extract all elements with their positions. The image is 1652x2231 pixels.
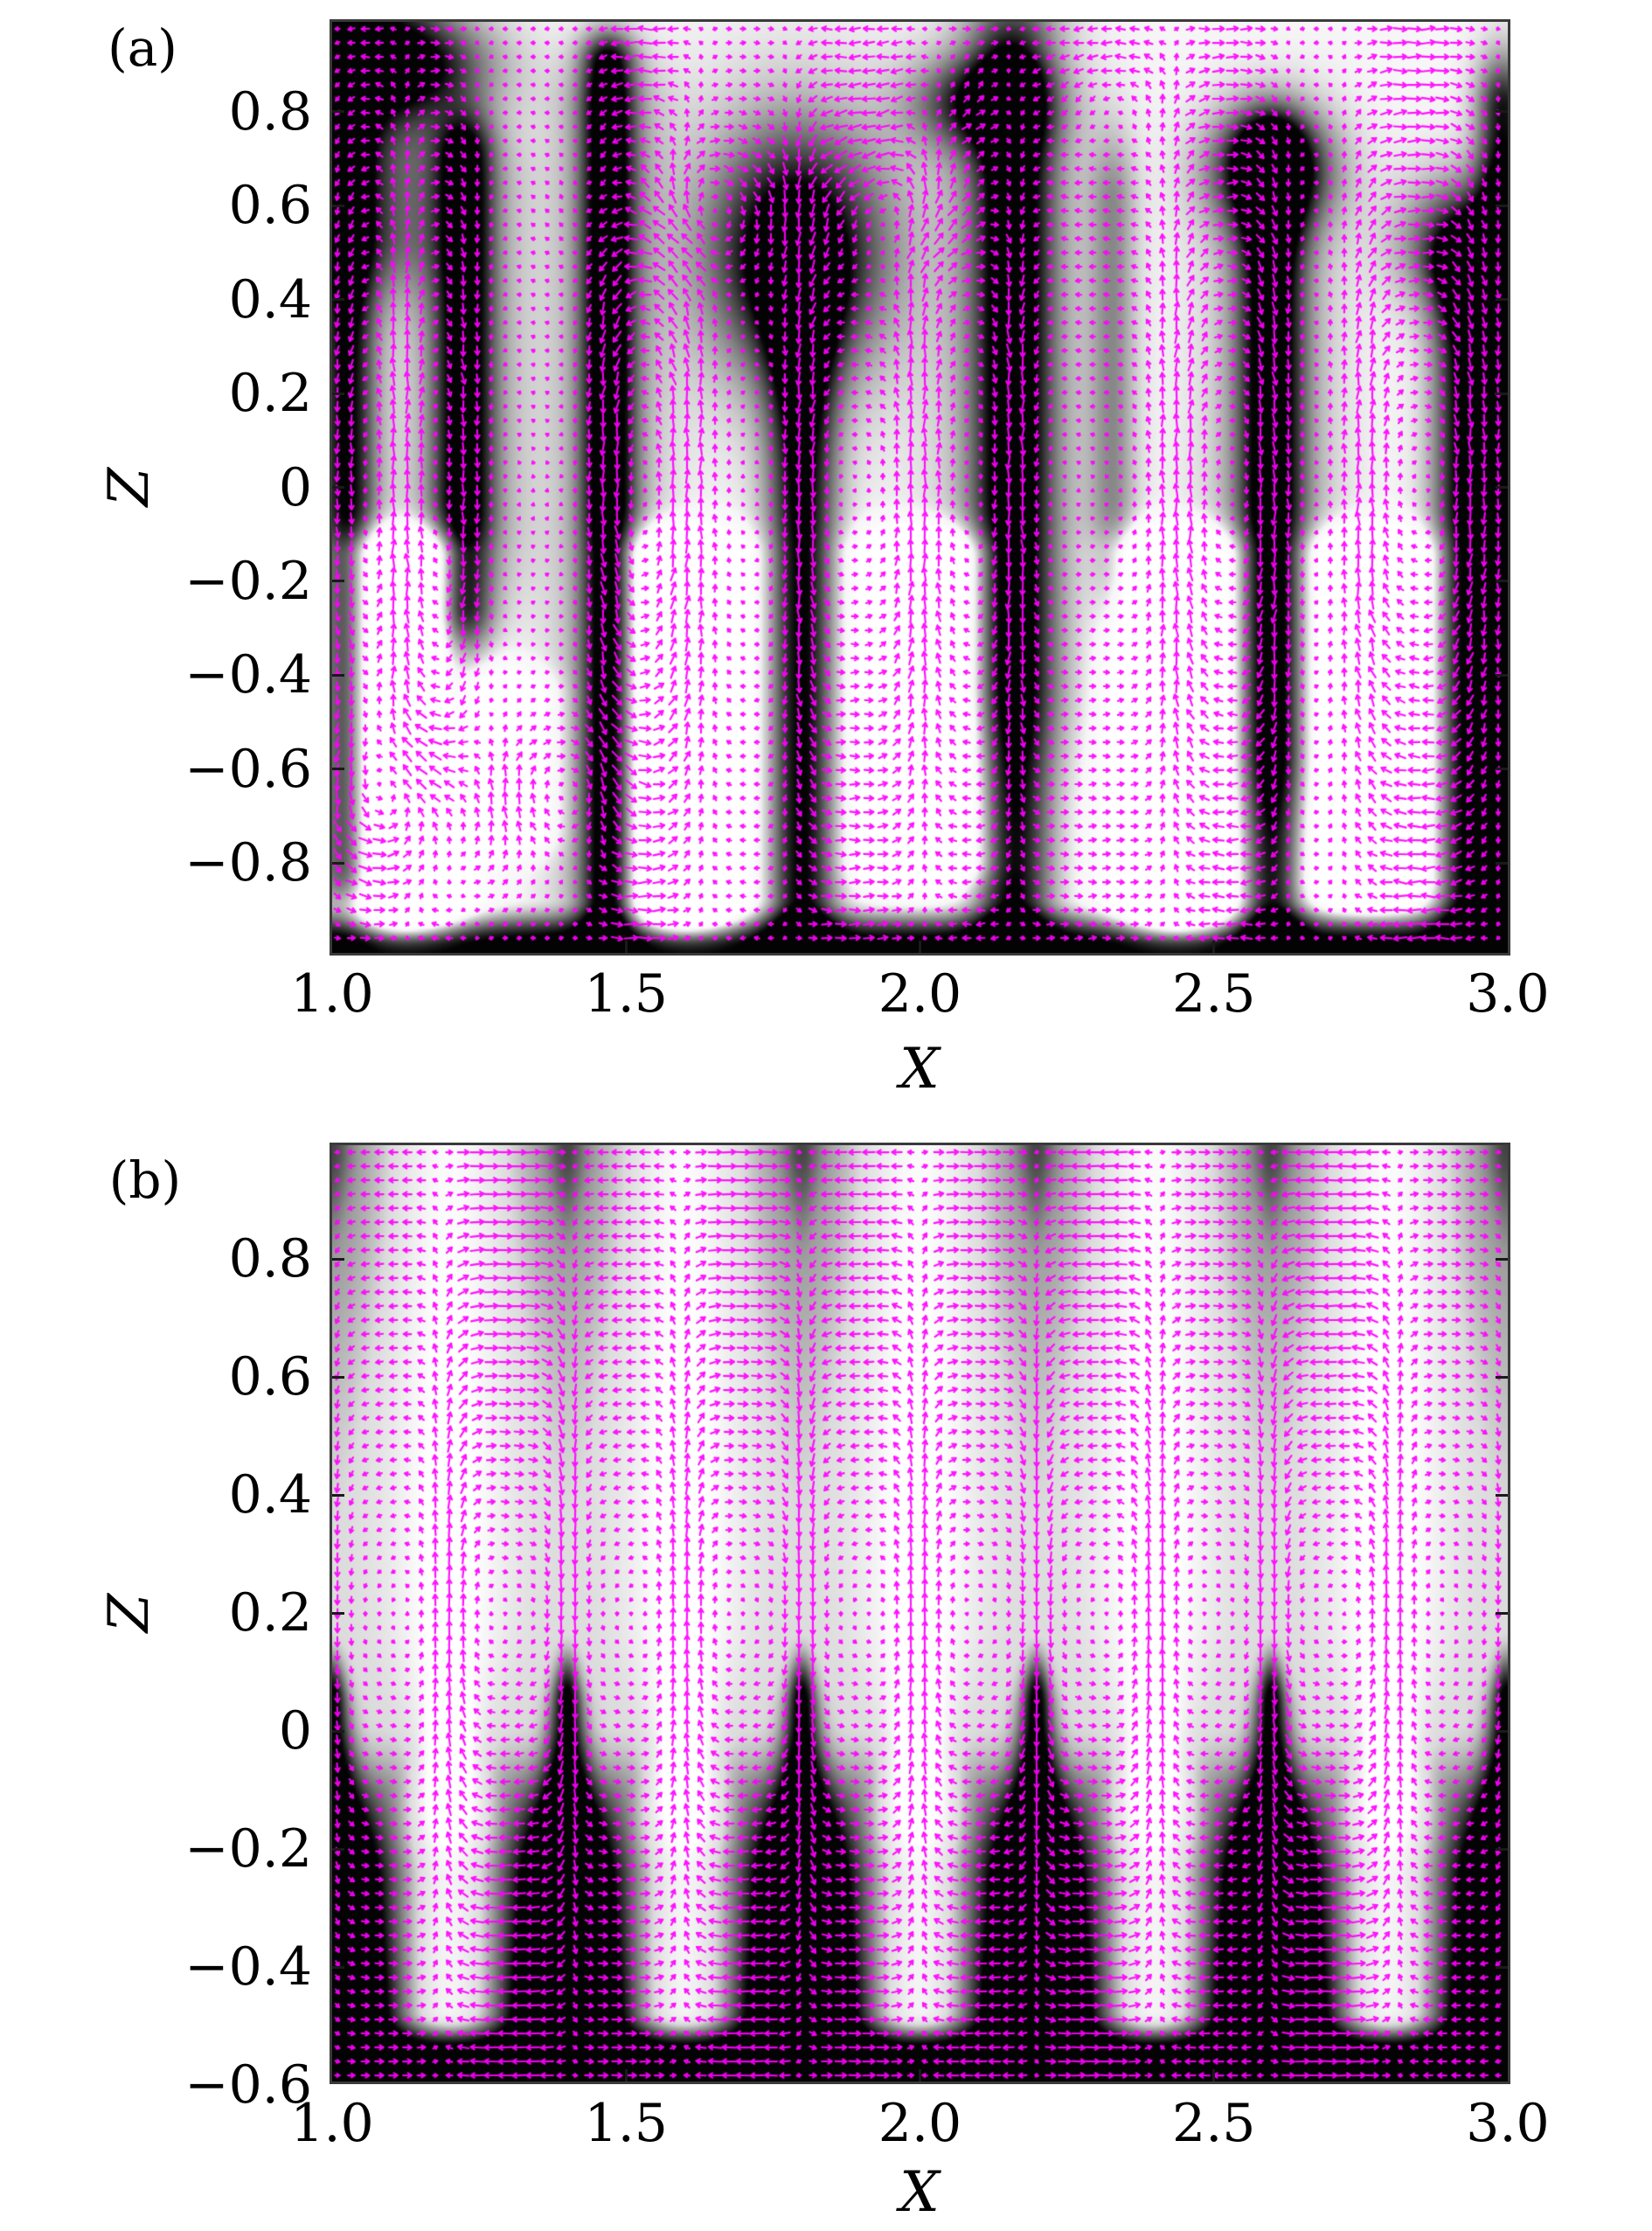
z-tick-label: −0.4: [184, 644, 312, 706]
x-tick-label: 2.5: [1172, 963, 1256, 1025]
z-tick-label: −0.2: [184, 550, 312, 612]
panel-b-x-axis-label: X: [899, 2160, 940, 2225]
z-tick-label: −0.4: [184, 1936, 312, 1998]
z-tick-label: −0.6: [184, 2054, 312, 2116]
x-tick-label: 2.5: [1172, 2093, 1256, 2154]
z-tick-label: 0.4: [228, 268, 312, 330]
z-tick-label: 0.2: [228, 363, 312, 425]
x-tick-label: 1.0: [290, 963, 374, 1025]
z-tick-label: 0: [278, 456, 312, 518]
z-tick-label: 0.8: [228, 80, 312, 142]
z-tick-label: 0.6: [228, 175, 312, 237]
z-tick-label: −0.8: [184, 832, 312, 894]
x-tick-label: 1.0: [290, 2093, 374, 2154]
z-tick-label: −0.6: [184, 738, 312, 800]
panel-b-label: (b): [108, 1150, 182, 1210]
z-tick-label: 0.8: [228, 1228, 312, 1290]
panel-b-field-quiver-canvas: [332, 1145, 1508, 2082]
z-tick-label: 0.6: [228, 1346, 312, 1408]
x-tick-label: 1.5: [584, 963, 668, 1025]
z-tick-label: 0.2: [228, 1582, 312, 1644]
x-tick-label: 3.0: [1466, 2093, 1550, 2154]
z-tick-label: 0: [278, 1700, 312, 1762]
x-tick-label: 1.5: [584, 2093, 668, 2154]
x-tick-label: 3.0: [1466, 963, 1550, 1025]
x-tick-label: 2.0: [878, 963, 962, 1025]
z-tick-label: 0.4: [228, 1464, 312, 1526]
x-tick-label: 2.0: [878, 2093, 962, 2154]
panel-a-field-quiver-canvas: [332, 22, 1508, 953]
z-tick-label: −0.2: [184, 1818, 312, 1880]
panel-a-x-axis-label: X: [899, 1037, 940, 1102]
panel-a-label: (a): [108, 18, 177, 78]
